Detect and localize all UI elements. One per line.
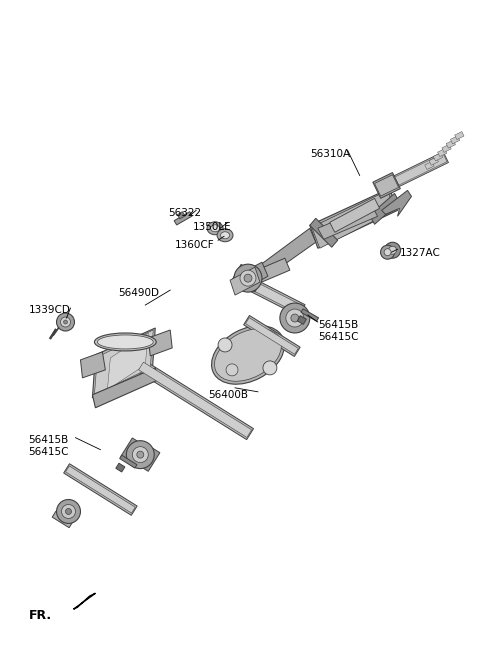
Text: 56415C: 56415C [29,447,69,457]
Ellipse shape [211,225,219,232]
Circle shape [286,309,304,327]
Polygon shape [310,218,338,247]
Polygon shape [141,448,160,471]
Ellipse shape [215,329,281,381]
Text: 56415B: 56415B [29,435,69,445]
Polygon shape [442,144,451,152]
Polygon shape [52,511,73,527]
Circle shape [60,317,71,327]
Circle shape [384,249,391,256]
Polygon shape [455,132,464,140]
Polygon shape [330,198,380,232]
Circle shape [226,364,238,376]
Polygon shape [373,173,400,198]
Polygon shape [230,267,260,295]
Polygon shape [252,258,290,284]
Polygon shape [450,136,460,144]
Text: 56400B: 56400B [208,390,248,400]
Polygon shape [93,368,158,408]
Circle shape [389,246,396,255]
Polygon shape [382,154,447,192]
Circle shape [240,270,256,286]
Polygon shape [425,161,434,169]
Polygon shape [95,330,153,395]
Text: 56490D: 56490D [119,288,159,298]
Ellipse shape [212,325,285,384]
Circle shape [280,303,310,333]
Polygon shape [374,174,398,196]
Text: 1339CD: 1339CD [29,305,71,315]
Text: 56322: 56322 [168,209,201,218]
Text: 1350LE: 1350LE [193,222,232,232]
Polygon shape [93,328,155,398]
Ellipse shape [220,232,229,239]
Text: 56415C: 56415C [318,332,358,342]
Polygon shape [297,316,306,324]
Circle shape [132,447,148,462]
Text: FR.: FR. [29,609,52,622]
Polygon shape [244,316,300,356]
Circle shape [126,441,154,468]
Polygon shape [433,153,443,161]
Polygon shape [446,140,456,148]
Polygon shape [310,188,397,248]
Circle shape [57,313,74,331]
Polygon shape [255,265,265,282]
Circle shape [137,451,144,458]
Text: 1360CF: 1360CF [175,240,215,250]
Ellipse shape [207,222,223,235]
Polygon shape [318,205,378,239]
Polygon shape [139,362,252,438]
Polygon shape [429,157,438,165]
Polygon shape [120,455,137,468]
Polygon shape [239,274,305,316]
Polygon shape [240,276,303,314]
Text: 1327AC: 1327AC [399,248,441,258]
Circle shape [384,242,400,258]
Polygon shape [137,360,253,440]
Text: 56310A: 56310A [310,148,350,159]
Ellipse shape [95,333,156,351]
Polygon shape [238,262,268,290]
Polygon shape [116,463,125,472]
Polygon shape [177,212,185,219]
Circle shape [57,499,81,523]
Polygon shape [260,228,316,278]
Circle shape [218,338,232,352]
Text: 56415B: 56415B [318,320,358,330]
Polygon shape [301,309,319,321]
Polygon shape [382,190,411,216]
Ellipse shape [97,335,153,349]
Polygon shape [174,212,192,225]
Polygon shape [381,152,448,193]
Polygon shape [312,190,395,248]
Circle shape [63,320,68,324]
Polygon shape [66,466,135,513]
Polygon shape [248,272,264,292]
Polygon shape [73,593,96,609]
Circle shape [263,361,277,375]
Circle shape [234,264,262,292]
Polygon shape [108,333,148,390]
Ellipse shape [217,229,233,242]
Circle shape [65,508,72,514]
Polygon shape [120,438,140,461]
Circle shape [381,245,395,259]
Circle shape [61,504,75,518]
Polygon shape [438,149,447,157]
Polygon shape [81,352,106,378]
Circle shape [291,314,299,322]
Polygon shape [148,330,172,356]
Polygon shape [370,194,399,224]
Circle shape [244,274,252,282]
Polygon shape [232,264,248,284]
Polygon shape [64,464,137,516]
Polygon shape [246,318,298,354]
